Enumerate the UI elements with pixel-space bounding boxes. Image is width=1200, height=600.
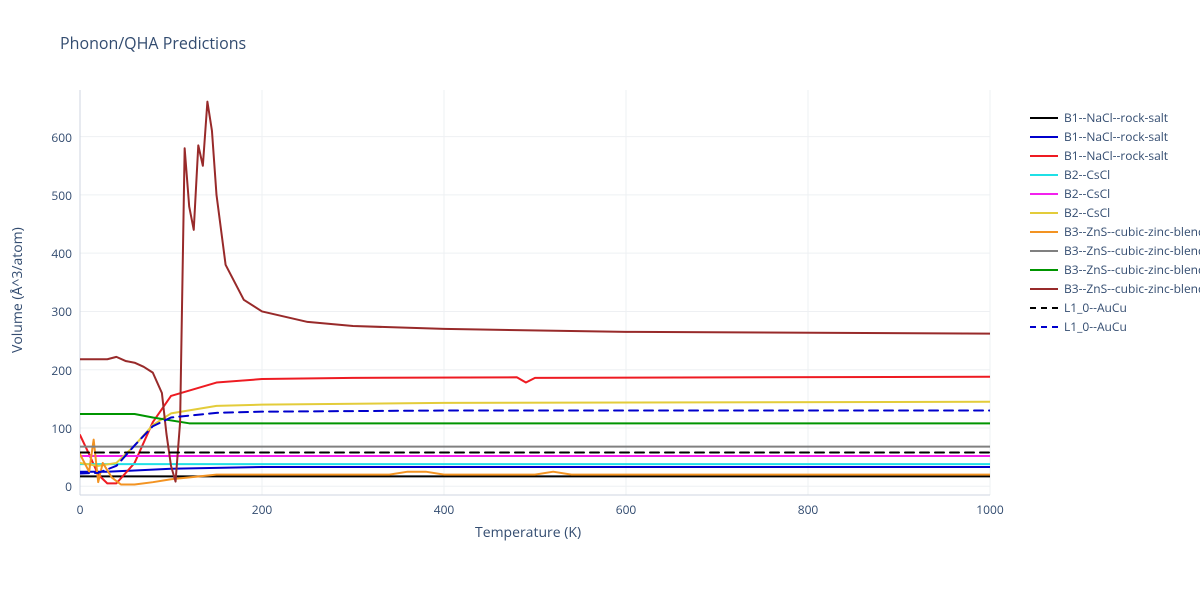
legend-item[interactable]: B3--ZnS--cubic-zinc-blende: [1030, 279, 1200, 298]
x-tick-label: 200: [247, 501, 277, 518]
chart-legend: B1--NaCl--rock-salt B1--NaCl--rock-salt B1…: [1030, 108, 1200, 336]
legend-swatch: [1030, 307, 1058, 309]
legend-label: B2--CsCl: [1064, 185, 1110, 202]
legend-swatch: [1030, 326, 1058, 328]
x-tick-label: 800: [793, 501, 823, 518]
series-line[interactable]: [80, 467, 990, 472]
x-axis-title: Temperature (K): [475, 523, 581, 542]
legend-label: B1--NaCl--rock-salt: [1064, 109, 1168, 126]
y-tick-label: 200: [32, 362, 72, 379]
legend-item[interactable]: B2--CsCl: [1030, 184, 1200, 203]
legend-swatch: [1030, 155, 1058, 157]
legend-item[interactable]: B1--NaCl--rock-salt: [1030, 108, 1200, 127]
legend-item[interactable]: B1--NaCl--rock-salt: [1030, 146, 1200, 165]
legend-label: B3--ZnS--cubic-zinc-blende: [1064, 242, 1200, 259]
legend-label: B1--NaCl--rock-salt: [1064, 147, 1168, 164]
legend-label: B3--ZnS--cubic-zinc-blende: [1064, 261, 1200, 278]
legend-label: L1_0--AuCu: [1064, 318, 1127, 335]
y-axis-title: Volume (Å^3/atom): [8, 227, 27, 353]
legend-swatch: [1030, 250, 1058, 252]
legend-swatch: [1030, 136, 1058, 138]
series-line[interactable]: [80, 102, 990, 482]
x-tick-label: 0: [65, 501, 95, 518]
legend-swatch: [1030, 231, 1058, 233]
y-tick-label: 0: [32, 478, 72, 495]
x-tick-label: 1000: [975, 501, 1005, 518]
y-tick-label: 300: [32, 303, 72, 320]
legend-swatch: [1030, 288, 1058, 290]
legend-swatch: [1030, 212, 1058, 214]
y-tick-label: 600: [32, 129, 72, 146]
legend-swatch: [1030, 193, 1058, 195]
y-tick-label: 500: [32, 187, 72, 204]
legend-label: L1_0--AuCu: [1064, 299, 1127, 316]
x-tick-label: 400: [429, 501, 459, 518]
legend-item[interactable]: B2--CsCl: [1030, 203, 1200, 222]
y-tick-label: 100: [32, 420, 72, 437]
legend-item[interactable]: L1_0--AuCu: [1030, 317, 1200, 336]
y-tick-label: 400: [32, 245, 72, 262]
legend-label: B3--ZnS--cubic-zinc-blende: [1064, 280, 1200, 297]
legend-label: B2--CsCl: [1064, 204, 1110, 221]
legend-item[interactable]: B3--ZnS--cubic-zinc-blende: [1030, 241, 1200, 260]
legend-item[interactable]: B1--NaCl--rock-salt: [1030, 127, 1200, 146]
legend-swatch: [1030, 117, 1058, 119]
legend-item[interactable]: B3--ZnS--cubic-zinc-blende: [1030, 260, 1200, 279]
legend-label: B3--ZnS--cubic-zinc-blende: [1064, 223, 1200, 240]
legend-label: B2--CsCl: [1064, 166, 1110, 183]
legend-swatch: [1030, 174, 1058, 176]
x-tick-label: 600: [611, 501, 641, 518]
series-line[interactable]: [80, 414, 990, 423]
legend-item[interactable]: B2--CsCl: [1030, 165, 1200, 184]
legend-item[interactable]: B3--ZnS--cubic-zinc-blende: [1030, 222, 1200, 241]
legend-item[interactable]: L1_0--AuCu: [1030, 298, 1200, 317]
legend-label: B1--NaCl--rock-salt: [1064, 128, 1168, 145]
legend-swatch: [1030, 269, 1058, 271]
